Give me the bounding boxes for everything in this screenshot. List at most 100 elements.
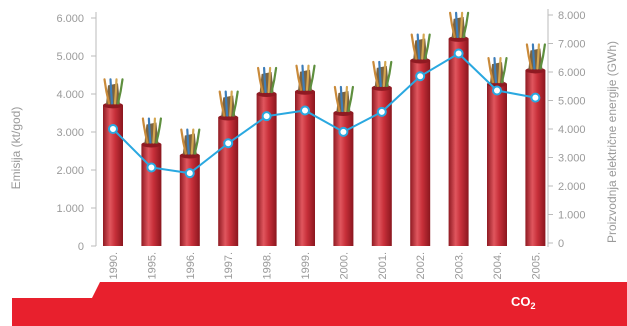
copper-wire [493, 57, 498, 84]
copper-wire [385, 60, 393, 88]
copper-wire [539, 43, 546, 70]
x-tick-label: 1995. [146, 252, 158, 280]
right-tick-label: 8.000 [558, 10, 586, 22]
copper-wire [141, 117, 149, 144]
copper-wire [416, 33, 421, 60]
copper-wire [267, 66, 272, 94]
left-tick-label: 2.000 [56, 165, 84, 177]
copper-wire [536, 43, 540, 70]
copper-wire [500, 57, 508, 84]
x-tick-labels: 1990. 1995. 1996. 1997. 1998. 1999. 2000. 2001.… [108, 252, 542, 280]
copper-wire [382, 60, 387, 88]
line-path [112, 52, 536, 175]
copper-wire [372, 60, 379, 88]
x-tick-label: 1990. [108, 252, 120, 280]
copper-wire [339, 85, 344, 113]
axes: 0 1.000 2.000 3.000 4.000 5.000 6.000 0 1.000 2.0… [56, 9, 586, 253]
bar-body [179, 155, 200, 246]
copper-wire [295, 64, 303, 91]
copper-wire [257, 66, 264, 94]
bar-body [410, 60, 431, 247]
copper-wire [113, 78, 118, 105]
copper-wire [308, 64, 316, 91]
copper-wire [531, 43, 536, 70]
line-point [146, 162, 157, 173]
line-point [415, 71, 426, 82]
left-tick-label: 1.000 [56, 203, 84, 215]
left-tick-label: 5.000 [56, 51, 84, 63]
copper-wire [180, 128, 187, 155]
bar [179, 128, 201, 246]
right-tick-label: 1.000 [558, 210, 586, 222]
copper-wire [116, 78, 124, 105]
right-tick-label: 6.000 [558, 67, 586, 79]
legend-banner [12, 282, 627, 326]
bar-body [371, 87, 392, 246]
bar [487, 57, 508, 247]
copper-wire [378, 60, 382, 88]
copper-wire [410, 33, 418, 60]
right-tick-label: 3.000 [558, 153, 586, 165]
copper-wire [109, 78, 114, 105]
copper-wire [497, 57, 502, 84]
copper-wire [232, 90, 239, 117]
line-point [453, 48, 464, 59]
x-tick-label: 2000. [338, 252, 350, 280]
x-tick-label: 2001. [377, 252, 389, 280]
right-tick-label: 7.000 [558, 39, 586, 51]
line-point [338, 126, 349, 137]
copper-wire [152, 117, 156, 144]
line-point [530, 92, 541, 103]
x-tick-label: 1998. [262, 252, 274, 280]
x-tick-label: 2002. [415, 252, 427, 280]
bar [448, 11, 470, 247]
right-tick-label: 0 [558, 238, 564, 250]
x-tick-label: 2004. [492, 252, 504, 280]
left-tick-label: 0 [78, 241, 84, 253]
copper-wire [301, 64, 306, 91]
bar-body [103, 105, 123, 247]
copper-wire [487, 57, 495, 84]
left-tick-label: 4.000 [56, 89, 84, 101]
copper-wire [305, 64, 310, 91]
x-tick-label: 1996. [185, 252, 197, 280]
copper-wire [155, 117, 162, 144]
copper-wire [229, 90, 233, 117]
line-point [300, 105, 310, 116]
copper-wire [147, 117, 152, 144]
copper-wire [449, 11, 456, 38]
left-tick-label: 3.000 [56, 127, 84, 139]
bar [410, 33, 431, 247]
bar [295, 64, 316, 246]
copper-wire [455, 11, 459, 38]
copper-wire [224, 90, 229, 117]
copper-wire [186, 128, 190, 155]
right-tick-label: 2.000 [558, 181, 586, 193]
copper-wire [347, 85, 354, 113]
line-point [108, 124, 118, 134]
copper-wire [462, 11, 470, 38]
line-series [108, 48, 541, 179]
copper-wire [263, 66, 267, 94]
line-point [261, 111, 272, 122]
left-axis-title: Emisija (kt/god) [9, 107, 23, 190]
bar-body [256, 94, 277, 246]
x-tick-label: 2003. [454, 252, 466, 280]
bar [525, 43, 546, 246]
copper-wire [421, 33, 425, 60]
bars [103, 11, 546, 247]
copper-wire [344, 85, 348, 113]
bar-body [218, 117, 239, 246]
copper-wire [193, 128, 201, 155]
x-tick-label: 1999. [300, 252, 312, 280]
bar-body [525, 70, 546, 246]
bar-body [141, 144, 162, 246]
bar [141, 117, 162, 246]
left-tick-label: 6.000 [56, 13, 84, 25]
bar [333, 85, 354, 246]
bar [103, 78, 124, 247]
bar [218, 90, 239, 246]
right-tick-label: 4.000 [558, 124, 586, 136]
copper-wire [270, 66, 278, 94]
